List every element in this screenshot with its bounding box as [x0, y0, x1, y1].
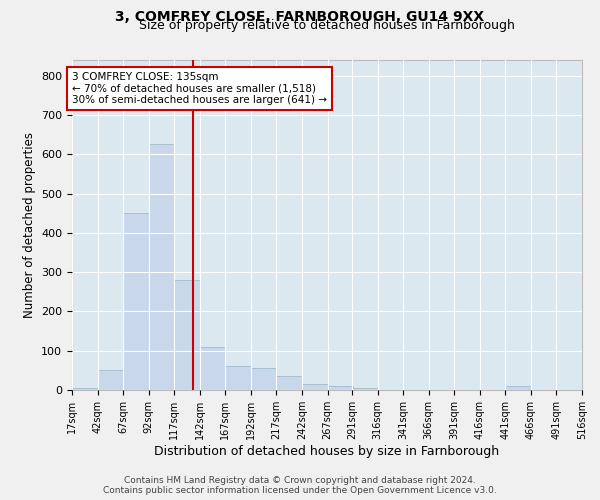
Bar	[200, 347, 226, 390]
X-axis label: Distribution of detached houses by size in Farnborough: Distribution of detached houses by size …	[154, 444, 500, 458]
Bar	[352, 388, 377, 390]
Title: Size of property relative to detached houses in Farnborough: Size of property relative to detached ho…	[139, 20, 515, 32]
Bar	[328, 386, 353, 390]
Text: 3 COMFREY CLOSE: 135sqm
← 70% of detached houses are smaller (1,518)
30% of semi: 3 COMFREY CLOSE: 135sqm ← 70% of detache…	[72, 72, 327, 105]
Bar	[277, 376, 302, 390]
Bar	[302, 384, 328, 390]
Bar	[174, 280, 200, 390]
Bar	[98, 370, 123, 390]
Bar	[226, 366, 251, 390]
Text: Contains HM Land Registry data © Crown copyright and database right 2024.
Contai: Contains HM Land Registry data © Crown c…	[103, 476, 497, 495]
Text: 3, COMFREY CLOSE, FARNBOROUGH, GU14 9XX: 3, COMFREY CLOSE, FARNBOROUGH, GU14 9XX	[115, 10, 485, 24]
Bar	[149, 144, 174, 390]
Bar	[72, 388, 98, 390]
Y-axis label: Number of detached properties: Number of detached properties	[23, 132, 35, 318]
Bar	[505, 386, 531, 390]
Bar	[123, 213, 149, 390]
Bar	[251, 368, 277, 390]
